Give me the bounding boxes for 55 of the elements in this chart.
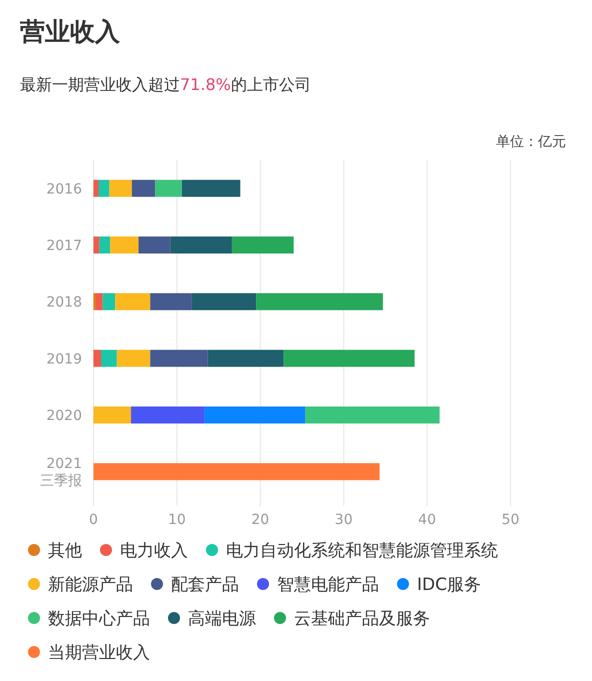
y-tick-label: 2017 xyxy=(46,238,82,254)
bar xyxy=(155,180,182,197)
legend-label: IDC服务 xyxy=(417,575,481,595)
legend-label: 电力收入 xyxy=(120,541,188,561)
bar xyxy=(132,180,156,197)
y-tick-label: 2019 xyxy=(46,351,82,368)
y-tick-label: 2018 xyxy=(46,294,82,311)
legend-label: 当期营业收入 xyxy=(48,643,150,663)
legend-label: 云基础产品及服务 xyxy=(294,609,430,629)
text: 单位：亿元 xyxy=(496,134,566,150)
bar xyxy=(208,350,284,367)
legend-label: 配套产品 xyxy=(171,575,239,595)
bar xyxy=(115,293,150,310)
legend-label: 电力自动化系统和智慧能源管理系统 xyxy=(226,541,498,561)
bar xyxy=(150,350,208,367)
bar xyxy=(110,236,139,254)
bar xyxy=(182,180,240,197)
bar xyxy=(232,236,294,254)
bar xyxy=(116,350,150,367)
bar xyxy=(101,350,117,367)
legend-label: 新能源产品 xyxy=(48,575,133,595)
bar xyxy=(102,293,116,310)
bar xyxy=(305,406,440,424)
y-tick-label: 2021 三季报 xyxy=(40,456,82,490)
bar xyxy=(94,236,100,254)
bar xyxy=(98,180,110,197)
legend-label: 高端电源 xyxy=(188,609,256,629)
y-tick-label: 2016 xyxy=(46,181,82,198)
legend-label: 智慧电能产品 xyxy=(277,575,379,595)
x-tick-label: 30 xyxy=(334,512,353,528)
y-tick-label: 2020 xyxy=(46,408,82,424)
x-tick-label: 50 xyxy=(502,512,520,528)
bar xyxy=(131,406,204,424)
x-tick-label: 20 xyxy=(251,512,270,528)
bar xyxy=(94,180,99,197)
bar xyxy=(109,180,132,197)
bar xyxy=(94,463,380,480)
bar xyxy=(204,406,306,424)
chart-title: 营业收入 xyxy=(19,17,121,46)
bar xyxy=(150,293,192,310)
bar xyxy=(192,293,256,310)
bar xyxy=(96,293,103,310)
x-tick-label: 10 xyxy=(168,512,186,528)
bar xyxy=(94,350,102,367)
bar xyxy=(284,350,415,367)
bar xyxy=(99,236,110,254)
x-tick-label: 40 xyxy=(418,512,436,528)
bar xyxy=(256,293,383,310)
legend-label: 数据中心产品 xyxy=(48,609,150,629)
bar xyxy=(170,236,232,254)
bar xyxy=(138,236,170,254)
chart-subtitle: 最新一期营业收入超过71.8%的上市公司 xyxy=(20,75,311,94)
bar xyxy=(94,406,132,424)
legend-label: 其他 xyxy=(48,541,82,561)
x-tick-label: 0 xyxy=(89,512,98,528)
